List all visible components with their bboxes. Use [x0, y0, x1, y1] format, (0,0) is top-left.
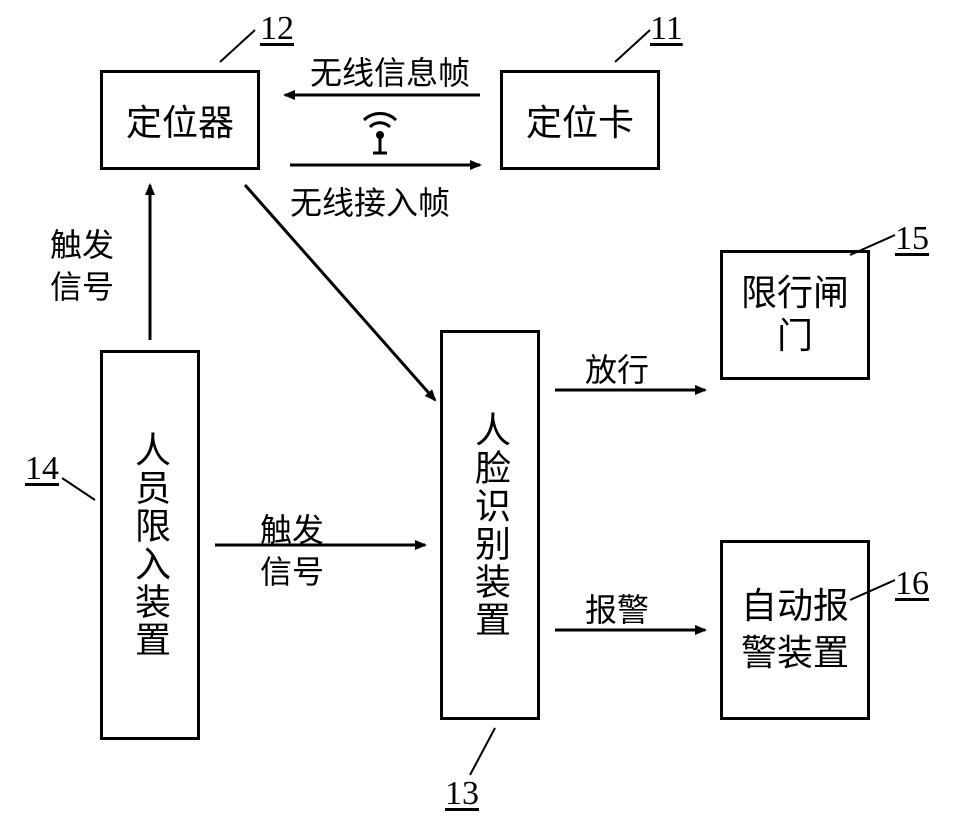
wireless-icon: [355, 105, 405, 160]
callout-13: 13: [445, 775, 479, 813]
callout-line-face: [470, 728, 495, 775]
label-trigger2: 触发信号: [260, 510, 324, 593]
callout-15: 15: [895, 220, 929, 258]
label-alarm: 报警: [585, 585, 649, 631]
label-wireless-access: 无线接入帧: [290, 178, 450, 224]
callout-12: 12: [260, 10, 294, 48]
label-trigger1: 触发信号: [50, 225, 130, 308]
callout-16: 16: [895, 565, 929, 603]
callout-11: 11: [650, 10, 683, 48]
callout-line-alarm: [850, 580, 895, 600]
label-wireless-info: 无线信息帧: [310, 48, 470, 94]
label-release: 放行: [585, 345, 649, 391]
callout-line-locator: [220, 30, 255, 62]
callout-line-gate: [850, 235, 895, 255]
callout-line-card: [615, 30, 650, 62]
callout-line-restrict: [62, 478, 95, 500]
callout-14: 14: [25, 450, 59, 488]
diagram-arrows: [0, 0, 965, 835]
